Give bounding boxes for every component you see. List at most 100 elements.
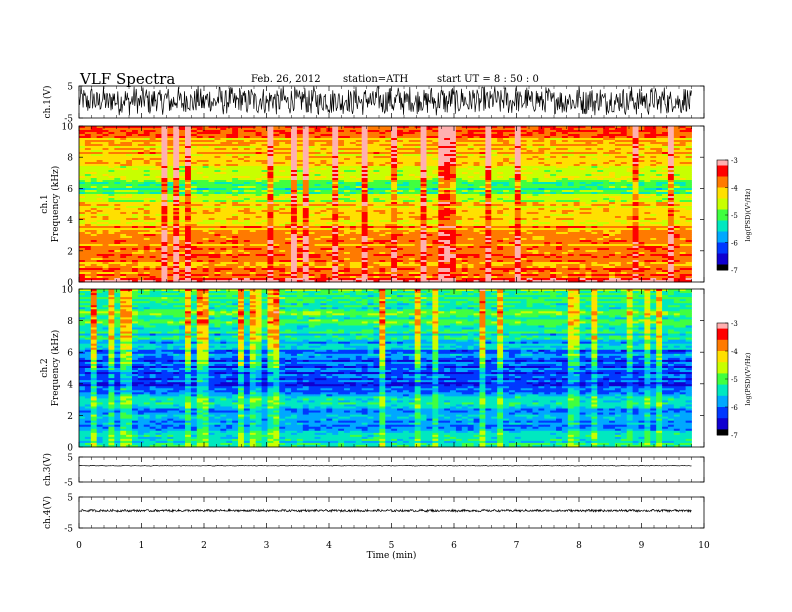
spectrogram-cell xyxy=(279,218,286,221)
spectrogram-cell xyxy=(90,170,98,173)
spectrogram-cell xyxy=(414,198,421,201)
spectrogram-cell xyxy=(238,156,245,159)
spectrogram-cell xyxy=(479,184,486,187)
spectrogram-cell xyxy=(603,202,610,205)
spectrogram-cell xyxy=(338,188,345,191)
spectrogram-cell xyxy=(467,160,474,163)
spectrogram-cell xyxy=(226,150,233,153)
spectrogram-cell xyxy=(438,164,445,167)
spectrogram-cell xyxy=(420,182,427,185)
spectrogram-cell xyxy=(208,212,215,215)
spectrogram-cell xyxy=(326,188,333,191)
spectrogram-cell xyxy=(367,126,374,129)
spectrogram-cell xyxy=(673,152,681,155)
spectrogram-cell xyxy=(190,146,198,149)
spectrogram-cell xyxy=(679,156,687,159)
spectrogram-cell xyxy=(432,200,439,203)
spectrogram-cell xyxy=(420,160,427,163)
spectrogram-cell xyxy=(450,180,457,183)
spectrogram-cell xyxy=(514,156,522,159)
spectrogram-cell xyxy=(308,148,315,151)
spectrogram-cell xyxy=(538,146,545,149)
spectrogram-cell xyxy=(255,152,262,155)
spectrogram-cell xyxy=(503,162,510,165)
spectrogram-cell xyxy=(461,164,469,167)
spectrogram-cell xyxy=(167,170,174,173)
spectrogram-cell xyxy=(220,186,227,189)
spectrogram-cell xyxy=(567,158,575,161)
spectrogram-cell xyxy=(579,138,586,141)
spectrogram-cell xyxy=(220,210,227,213)
spectrogram-cell xyxy=(220,208,227,211)
spectrogram-cell xyxy=(391,186,398,189)
spectrogram-cell xyxy=(149,170,156,173)
spectrogram-cell xyxy=(108,170,115,173)
spectrogram-cell xyxy=(320,212,327,215)
spectrogram-cell xyxy=(161,192,168,195)
spectrogram-cell xyxy=(279,214,286,217)
spectrogram-cell xyxy=(96,136,103,139)
spectrogram-cell xyxy=(120,206,127,209)
spectrogram-cell xyxy=(573,210,580,213)
spectrogram-cell xyxy=(314,182,321,185)
spectrogram-cell xyxy=(550,164,557,167)
spectrogram-cell xyxy=(179,176,186,179)
spectrogram-cell xyxy=(90,146,98,149)
spectrogram-cell xyxy=(208,172,215,175)
spectrogram-cell xyxy=(161,186,168,189)
spectrogram-cell xyxy=(603,166,610,169)
spectrogram-cell xyxy=(249,200,257,203)
spectrogram-cell xyxy=(397,126,404,129)
spectrogram-cell xyxy=(491,144,498,147)
spectrogram-cell xyxy=(685,174,692,177)
spectrogram-cell xyxy=(620,158,628,161)
spectrogram-cell xyxy=(143,140,151,143)
spectrogram-cell xyxy=(673,206,681,209)
spectrogram-cell xyxy=(167,134,174,137)
spectrogram-cell xyxy=(662,136,669,139)
spectrogram-cell xyxy=(296,162,304,165)
spectrogram-cell xyxy=(550,154,557,157)
spectrogram-cell xyxy=(632,188,639,191)
spectrogram-cell xyxy=(243,186,251,189)
spectrogram-cell xyxy=(438,192,445,195)
spectrogram-cell xyxy=(291,174,298,177)
spectrogram-cell xyxy=(155,146,162,149)
spectrogram-cell xyxy=(102,146,109,149)
spectrogram-cell xyxy=(349,156,357,159)
spectrogram-cell xyxy=(520,202,527,205)
spectrogram-cell xyxy=(603,204,610,207)
spectrogram-cell xyxy=(685,192,692,195)
spectrogram-cell xyxy=(614,126,622,129)
spectrogram-cell xyxy=(208,180,215,183)
spectrogram-cell xyxy=(102,134,109,137)
spectrogram-cell xyxy=(243,174,251,177)
spectrogram-cell xyxy=(662,198,669,201)
spectrogram-cell xyxy=(232,200,239,203)
spectrogram-cell xyxy=(503,134,510,137)
spectrogram-cell xyxy=(414,180,421,183)
spectrogram-cell xyxy=(232,160,239,163)
spectrogram-cell xyxy=(455,156,463,159)
spectrogram-cell xyxy=(232,148,239,151)
spectrogram-cell xyxy=(579,214,586,217)
spectrogram-cell xyxy=(426,212,433,215)
spectrogram-cell xyxy=(179,198,186,201)
spectrogram-cell xyxy=(355,168,363,171)
spectrogram-cell xyxy=(338,152,345,155)
spectrogram-cell xyxy=(550,162,557,165)
spectrogram-cell xyxy=(320,172,327,175)
spectrogram-cell xyxy=(544,196,551,199)
spectrogram-cell xyxy=(503,210,510,213)
spectrogram-cell xyxy=(232,204,239,207)
spectrogram-cell xyxy=(603,210,610,213)
spectrogram-cell xyxy=(638,196,645,199)
spectrogram-cell xyxy=(514,150,522,153)
spectrogram-cell xyxy=(308,210,315,213)
spectrogram-cell xyxy=(232,176,239,179)
spectrogram-cell xyxy=(90,190,98,193)
spectrogram-cell xyxy=(126,168,133,171)
spectrogram-cell xyxy=(344,198,351,201)
spectrogram-cell xyxy=(520,148,527,151)
spectrogram-cell xyxy=(673,184,681,187)
